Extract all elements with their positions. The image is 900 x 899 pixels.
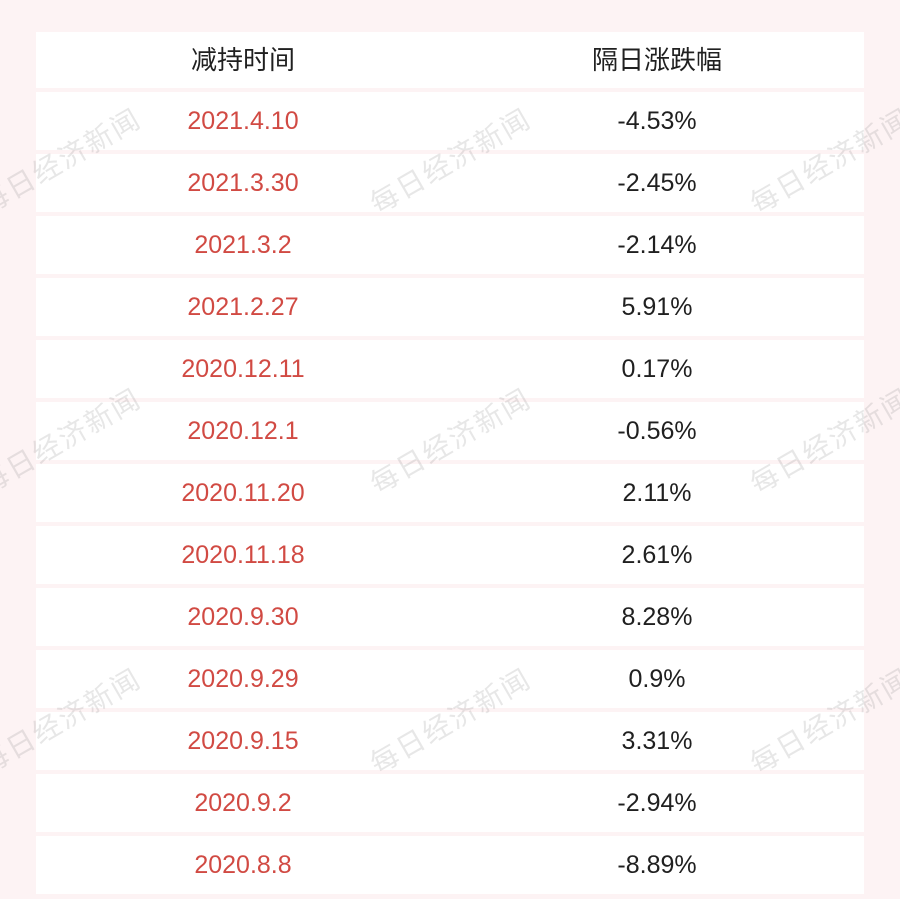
table-row: 2021.4.10-4.53%	[36, 92, 864, 150]
table-header-row: 减持时间 隔日涨跌幅	[36, 32, 864, 88]
table-row: 2020.9.2-2.94%	[36, 774, 864, 832]
cell-date: 2020.11.20	[36, 464, 450, 522]
cell-date: 2021.3.2	[36, 216, 450, 274]
table-row: 2020.9.153.31%	[36, 712, 864, 770]
cell-change: -2.45%	[450, 154, 864, 212]
cell-date: 2021.3.30	[36, 154, 450, 212]
cell-date: 2020.9.30	[36, 588, 450, 646]
cell-date: 2020.9.15	[36, 712, 450, 770]
cell-change: -2.14%	[450, 216, 864, 274]
cell-change: 5.91%	[450, 278, 864, 336]
cell-change: -4.53%	[450, 92, 864, 150]
table-row: 2020.12.1-0.56%	[36, 402, 864, 460]
table-body: 2021.4.10-4.53%2021.3.30-2.45%2021.3.2-2…	[36, 92, 864, 894]
cell-change: 0.9%	[450, 650, 864, 708]
table-row: 2020.11.182.61%	[36, 526, 864, 584]
cell-date: 2020.12.11	[36, 340, 450, 398]
table-row: 2020.11.202.11%	[36, 464, 864, 522]
cell-date: 2020.11.18	[36, 526, 450, 584]
cell-date: 2021.4.10	[36, 92, 450, 150]
col-header-date: 减持时间	[36, 32, 450, 88]
table-row: 2020.9.290.9%	[36, 650, 864, 708]
cell-change: -8.89%	[450, 836, 864, 894]
page-container: 减持时间 隔日涨跌幅 2021.4.10-4.53%2021.3.30-2.45…	[0, 0, 900, 899]
cell-change: 2.61%	[450, 526, 864, 584]
reduction-table: 减持时间 隔日涨跌幅 2021.4.10-4.53%2021.3.30-2.45…	[36, 28, 864, 898]
cell-date: 2020.9.29	[36, 650, 450, 708]
table-row: 2021.3.2-2.14%	[36, 216, 864, 274]
cell-date: 2020.12.1	[36, 402, 450, 460]
table-row: 2021.2.275.91%	[36, 278, 864, 336]
cell-date: 2020.9.2	[36, 774, 450, 832]
table-row: 2020.8.8-8.89%	[36, 836, 864, 894]
col-header-change: 隔日涨跌幅	[450, 32, 864, 88]
cell-change: 0.17%	[450, 340, 864, 398]
cell-change: 8.28%	[450, 588, 864, 646]
cell-date: 2021.2.27	[36, 278, 450, 336]
cell-change: -2.94%	[450, 774, 864, 832]
table-row: 2021.3.30-2.45%	[36, 154, 864, 212]
cell-date: 2020.8.8	[36, 836, 450, 894]
table-row: 2020.12.110.17%	[36, 340, 864, 398]
cell-change: 3.31%	[450, 712, 864, 770]
cell-change: -0.56%	[450, 402, 864, 460]
cell-change: 2.11%	[450, 464, 864, 522]
table-row: 2020.9.308.28%	[36, 588, 864, 646]
